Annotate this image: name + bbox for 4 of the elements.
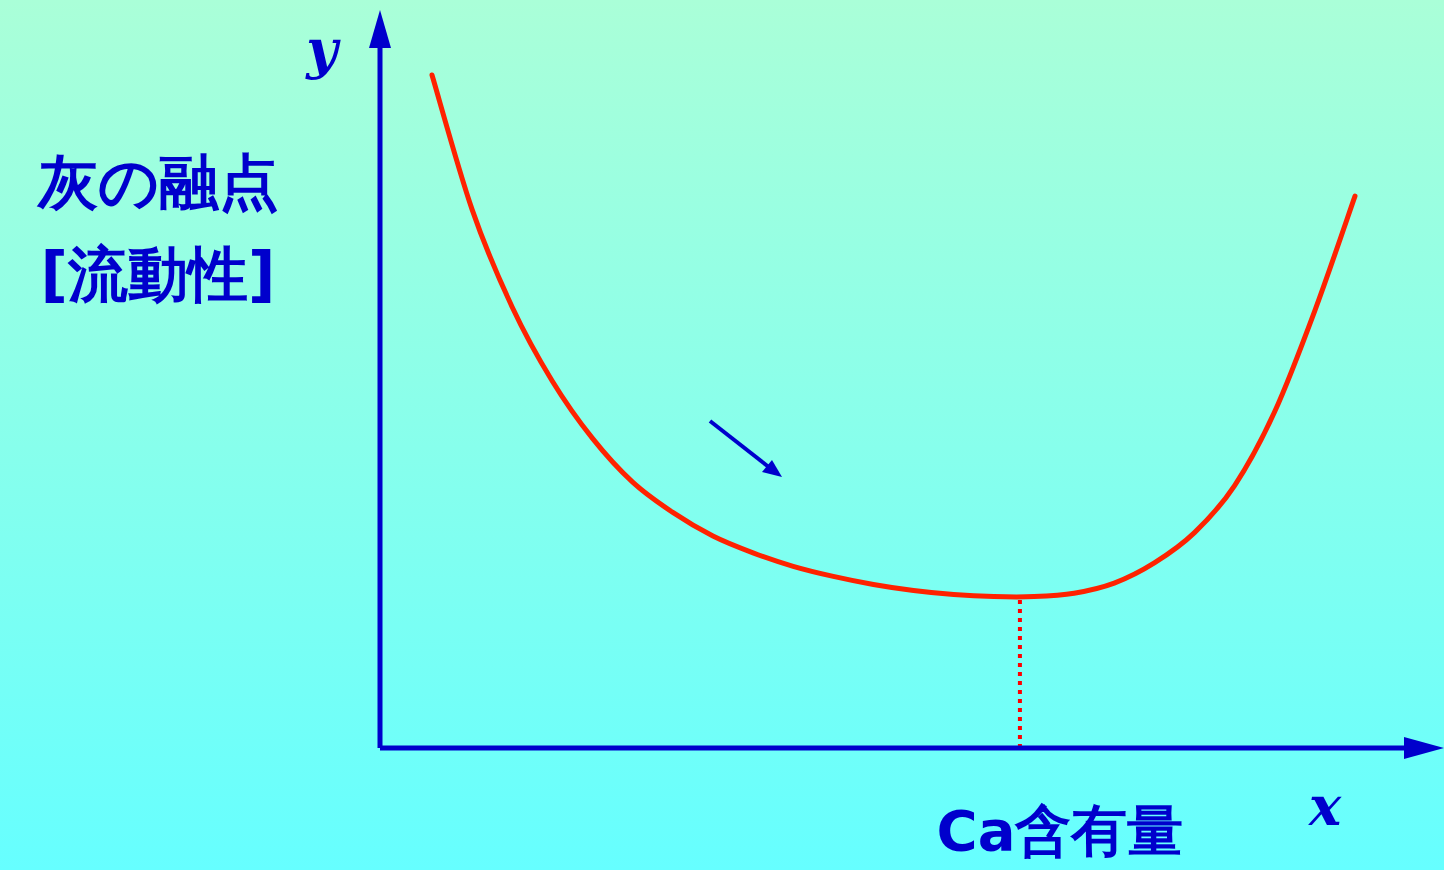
text: y — [305, 17, 342, 81]
y-axis-title: 灰の融点 [流動性] — [35, 147, 279, 309]
text: x — [1307, 774, 1342, 838]
x-axis-title: Ca含有量 — [936, 798, 1184, 863]
